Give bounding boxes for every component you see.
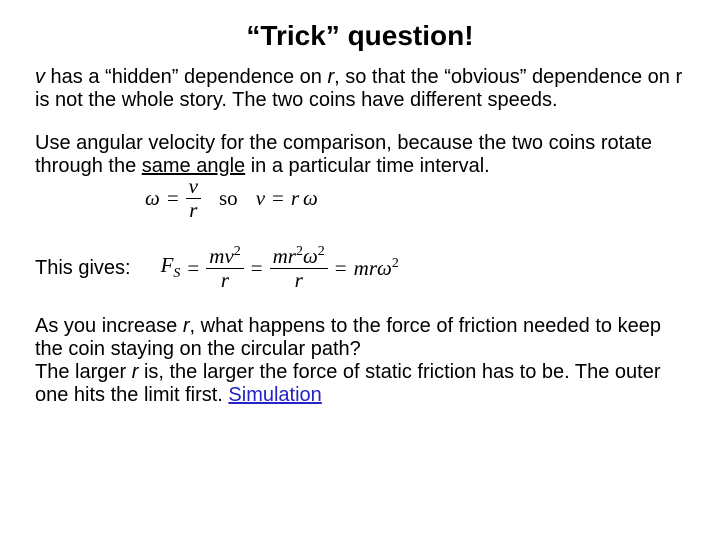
equation-1: ω = v r so v = rω: [145, 176, 685, 221]
rhs-sq: 2: [392, 256, 399, 271]
paragraph-1: v has a “hidden” dependence on r, so tha…: [35, 66, 685, 112]
fraction-mv2-r: mv2 r: [206, 245, 244, 291]
num-m: m: [209, 244, 224, 268]
num-sq: 2: [234, 244, 241, 259]
paragraph-4: The larger r is, the larger the force of…: [35, 361, 685, 407]
numerator-v: v: [186, 176, 201, 199]
equals-sign-5: =: [332, 256, 350, 281]
rhs-r: r: [369, 256, 377, 280]
paragraph-2: Use angular velocity for the comparison,…: [35, 132, 685, 178]
rhs-omega: ω: [377, 256, 392, 280]
var-r-p3: r: [183, 315, 190, 337]
equals-sign-3: =: [184, 256, 202, 281]
equals-sign-2: =: [269, 186, 287, 211]
this-gives-label: This gives:: [35, 257, 131, 280]
denominator-r: r: [186, 199, 201, 221]
num2-r: r: [288, 244, 296, 268]
num2-m: m: [273, 244, 288, 268]
force-f: F: [161, 253, 174, 277]
omega-rhs: ω: [303, 186, 318, 211]
p4-text-a: The larger: [35, 361, 132, 383]
fraction-v-over-r: v r: [186, 176, 201, 221]
slide-title: “Trick” question!: [35, 20, 685, 52]
num2-rsq: 2: [296, 244, 303, 259]
den2-r: r: [270, 269, 328, 291]
simulation-link[interactable]: Simulation: [228, 384, 321, 406]
p2-text-c: in a particular time interval.: [245, 155, 490, 177]
num2-osq: 2: [318, 244, 325, 259]
paragraph-3: As you increase r, what happens to the f…: [35, 315, 685, 361]
p3-text-a: As you increase: [35, 315, 183, 337]
num2-omega: ω: [303, 244, 318, 268]
den-r: r: [206, 269, 244, 291]
equation-2-row: This gives: FS = mv2 r = mr2ω2 r = mrω2: [35, 245, 685, 291]
var-r-rhs: r: [291, 186, 299, 211]
var-v: v: [35, 66, 45, 88]
omega-symbol: ω: [145, 186, 160, 211]
slide: “Trick” question! v has a “hidden” depen…: [0, 0, 720, 427]
equation-2: FS = mv2 r = mr2ω2 r = mrω2: [161, 245, 399, 291]
subscript-s: S: [173, 267, 180, 282]
rhs-m: m: [354, 256, 369, 280]
so-text: so: [205, 186, 252, 211]
equals-sign: =: [164, 186, 182, 211]
equals-sign-4: =: [248, 256, 266, 281]
fraction-mr2w2-r: mr2ω2 r: [270, 245, 328, 291]
p1-text-b: has a “hidden” dependence on: [45, 66, 327, 88]
num-v: v: [224, 244, 233, 268]
var-v-rhs: v: [256, 186, 265, 211]
